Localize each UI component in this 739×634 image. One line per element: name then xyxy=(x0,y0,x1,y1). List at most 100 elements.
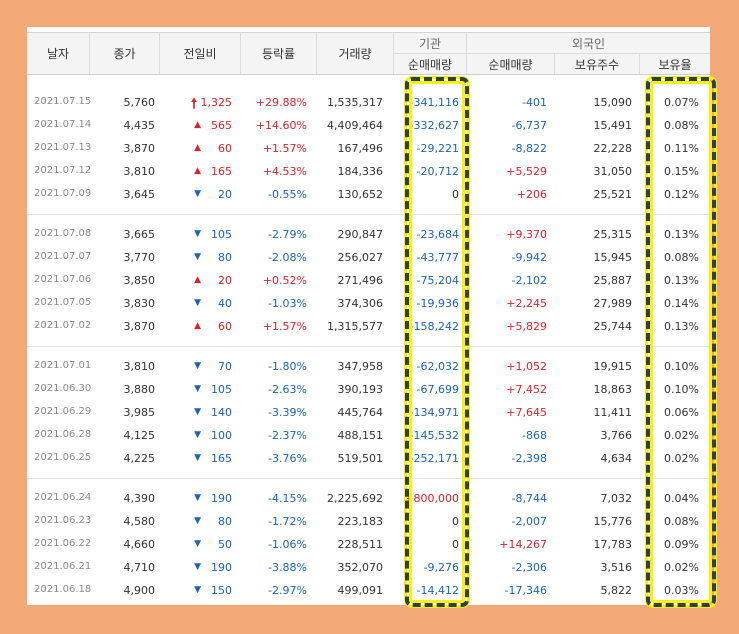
table-row: 2021.06.30 3,880 ▼ 105 -2.63% 390,193 -67,699 +… xyxy=(27,378,710,401)
volume-cell: 519,501 xyxy=(337,452,384,465)
table-row: 2021.06.22 4,660 ▼ 50 -1.06% 228,511 0 +14,267 1… xyxy=(27,533,710,556)
volume-cell: 1,535,317 xyxy=(327,96,383,109)
foreign-shares-cell: 25,887 xyxy=(593,274,633,287)
change-cell: 70 xyxy=(218,360,232,373)
down-arrow-icon: ▼ xyxy=(194,539,201,549)
foreign-ratio-cell: 0.14% xyxy=(664,297,699,310)
foreign-ratio-cell: 0.06% xyxy=(664,406,699,419)
table-row: 2021.06.29 3,985 ▼ 140 -3.39% 445,764 -134,971… xyxy=(27,401,710,424)
date-cell: 2021.06.21 xyxy=(34,561,92,572)
change-cell: 190 xyxy=(211,492,232,505)
rate-cell: +1.57% xyxy=(262,320,307,333)
header-change: 전일비 xyxy=(160,32,240,74)
volume-cell: 184,336 xyxy=(337,165,384,178)
close-cell: 5,760 xyxy=(123,96,156,109)
header-foreign-ratio: 보유율 xyxy=(640,54,710,74)
close-cell: 3,665 xyxy=(123,228,156,241)
inst-net-cell: 0 xyxy=(452,515,459,528)
down-arrow-icon: ▼ xyxy=(194,493,201,503)
down-arrow-icon: ▼ xyxy=(194,298,201,308)
rate-cell: -3.88% xyxy=(268,561,307,574)
highlight-foreign-ratio-column-dashed xyxy=(646,77,716,607)
foreign-net-cell: +7,645 xyxy=(506,406,547,419)
change-cell: 105 xyxy=(211,228,232,241)
inst-net-cell: -62,032 xyxy=(416,360,459,373)
date-cell: 2021.06.29 xyxy=(34,406,92,417)
inst-net-cell: -67,699 xyxy=(416,383,459,396)
rate-cell: -0.55% xyxy=(268,188,307,201)
foreign-ratio-cell: 0.02% xyxy=(664,452,699,465)
rate-cell: -2.97% xyxy=(268,584,307,597)
volume-cell: 290,847 xyxy=(337,228,384,241)
foreign-shares-cell: 15,491 xyxy=(593,119,633,132)
date-cell: 2021.07.08 xyxy=(34,228,92,239)
rate-cell: -3.39% xyxy=(268,406,307,419)
volume-cell: 390,193 xyxy=(337,383,384,396)
date-cell: 2021.07.13 xyxy=(34,142,92,153)
inst-net-cell: -9,276 xyxy=(423,561,459,574)
close-cell: 3,870 xyxy=(123,142,156,155)
date-cell: 2021.07.07 xyxy=(34,251,92,262)
foreign-ratio-cell: 0.12% xyxy=(664,188,699,201)
close-cell: 4,900 xyxy=(123,584,156,597)
close-cell: 3,810 xyxy=(123,165,156,178)
up-arrow-icon: ▲ xyxy=(194,166,201,176)
rate-cell: -1.06% xyxy=(268,538,307,551)
table-row: 2021.07.07 3,770 ▼ 80 -2.08% 256,027 -43,777 -9… xyxy=(27,246,710,269)
highlight-institution-column-dashed xyxy=(405,77,469,607)
table-row: 2021.06.24 4,390 ▼ 190 -4.15% 2,225,692 +800,0… xyxy=(27,487,710,510)
foreign-ratio-cell: 0.13% xyxy=(664,320,699,333)
foreign-shares-cell: 18,863 xyxy=(593,383,633,396)
down-arrow-icon: ▼ xyxy=(194,430,201,440)
table-row: 2021.06.28 4,125 ▼ 100 -2.37% 488,151 -145,532… xyxy=(27,424,710,447)
stock-table-panel: 날자 종가 전일비 등락률 거래량 기관 외국인 순매매량 순매매량 보유주수 … xyxy=(27,27,717,608)
close-cell: 4,125 xyxy=(123,429,156,442)
foreign-net-cell: -401 xyxy=(522,96,547,109)
header-foreign-shares: 보유주수 xyxy=(555,54,639,74)
inst-net-cell: -75,204 xyxy=(416,274,459,287)
volume-cell: 2,225,692 xyxy=(327,492,383,505)
inst-net-cell: -252,171 xyxy=(409,452,459,465)
volume-cell: 271,496 xyxy=(337,274,384,287)
down-arrow-icon: ▼ xyxy=(194,361,201,371)
table-row: 2021.07.06 3,850 ▲ 20 +0.52% 271,496 -75,204 -2… xyxy=(27,269,710,292)
foreign-shares-cell: 5,822 xyxy=(600,584,633,597)
foreign-ratio-cell: 0.10% xyxy=(664,360,699,373)
volume-cell: 228,511 xyxy=(337,538,384,551)
rate-cell: -1.03% xyxy=(268,297,307,310)
close-cell: 3,770 xyxy=(123,251,156,264)
up-arrow-icon: 🠕 xyxy=(190,96,197,112)
inst-net-cell: -158,242 xyxy=(409,320,459,333)
close-cell: 3,830 xyxy=(123,297,156,310)
close-cell: 4,710 xyxy=(123,561,156,574)
foreign-ratio-cell: 0.15% xyxy=(664,165,699,178)
foreign-ratio-cell: 0.11% xyxy=(664,142,699,155)
close-cell: 3,880 xyxy=(123,383,156,396)
rate-cell: -2.63% xyxy=(268,383,307,396)
date-cell: 2021.06.24 xyxy=(34,492,92,503)
volume-cell: 256,027 xyxy=(337,251,384,264)
volume-cell: 4,409,464 xyxy=(327,119,383,132)
foreign-net-cell: +7,452 xyxy=(506,383,547,396)
date-cell: 2021.07.09 xyxy=(34,188,92,199)
down-arrow-icon: ▼ xyxy=(194,585,201,595)
date-cell: 2021.07.14 xyxy=(34,119,92,130)
table-row: 2021.07.13 3,870 ▲ 60 +1.57% 167,496 -29,221 -8… xyxy=(27,137,710,160)
change-cell: 565 xyxy=(211,119,232,132)
inst-net-cell: -332,627 xyxy=(409,119,459,132)
table-body: 2021.07.15 5,760 🠕 1,325 +29.88% 1,535,317 -34… xyxy=(27,74,710,602)
table-row: 2021.06.21 4,710 ▼ 190 -3.88% 352,070 -9,276 -2… xyxy=(27,556,710,579)
foreign-shares-cell: 19,915 xyxy=(593,360,633,373)
change-cell: 100 xyxy=(211,429,232,442)
inst-net-cell: -23,684 xyxy=(416,228,459,241)
date-cell: 2021.07.12 xyxy=(34,165,92,176)
table-row: 2021.07.14 4,435 ▲ 565 +14.60% 4,409,464 -332,… xyxy=(27,114,710,137)
date-cell: 2021.06.23 xyxy=(34,515,92,526)
table-row: 2021.07.12 3,810 ▲ 165 +4.53% 184,336 -20,712 +… xyxy=(27,160,710,183)
foreign-ratio-cell: 0.04% xyxy=(664,492,699,505)
foreign-ratio-cell: 0.09% xyxy=(664,538,699,551)
rate-cell: +29.88% xyxy=(255,96,307,109)
table-row: 2021.06.25 4,225 ▼ 165 -3.76% 519,501 -252,171… xyxy=(27,447,710,470)
inst-net-cell: -19,936 xyxy=(416,297,459,310)
volume-cell: 347,958 xyxy=(337,360,384,373)
